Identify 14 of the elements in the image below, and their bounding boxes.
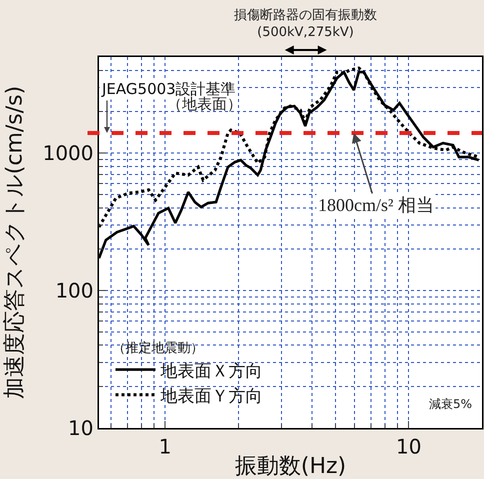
x-tick-label: 1 bbox=[158, 434, 172, 458]
legend-label: 地表面Ｘ方向 bbox=[159, 361, 262, 382]
y-tick-label: 10 bbox=[68, 416, 94, 440]
y-axis-title: 加速度応答スペクトル(cm/s/s) bbox=[2, 86, 28, 400]
legend-title: （推定地震動） bbox=[112, 341, 204, 356]
annotation: 減衰5% bbox=[429, 397, 472, 411]
legend-label: 地表面Ｙ方向 bbox=[159, 386, 262, 406]
y-tick-label: 1000 bbox=[42, 141, 94, 166]
ref-line-label: JEAG5003設計基準 bbox=[101, 80, 236, 98]
x-axis-title: 振動数(Hz) bbox=[234, 454, 346, 479]
y-tick-label: 100 bbox=[55, 278, 94, 303]
annotation: （地表面） bbox=[167, 95, 242, 113]
text: 損傷断路器の固有振動数 (500kV,275kV) bbox=[234, 8, 377, 40]
annotation: 1800cm/s² 相当 bbox=[318, 195, 434, 215]
